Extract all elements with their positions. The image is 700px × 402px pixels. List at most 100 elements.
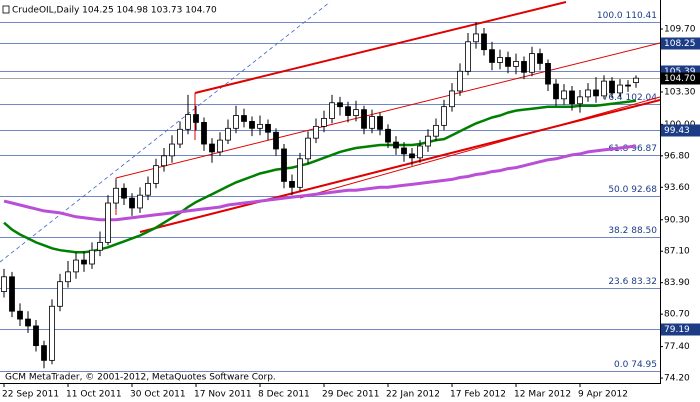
candle-body — [409, 153, 415, 159]
candle-body — [73, 259, 79, 273]
candle-body — [169, 143, 175, 157]
candle-body — [553, 83, 559, 100]
candle-body — [377, 116, 383, 130]
candle-body — [473, 33, 479, 43]
price-level-label: 108.25 — [664, 39, 696, 49]
candle-body — [617, 84, 623, 94]
x-tick-label: 22 Sep 2011 — [2, 390, 59, 400]
candle-body — [265, 123, 271, 133]
candle-body — [105, 202, 111, 243]
y-tick-label: 103.30 — [664, 87, 696, 97]
candle-body — [97, 241, 103, 251]
candle-body — [81, 259, 87, 265]
candle-body — [185, 114, 191, 130]
x-tick-label: 12 Mar 2012 — [514, 390, 571, 400]
y-tick-label: 93.60 — [664, 183, 690, 193]
candle-body — [289, 181, 295, 188]
x-tick-label: 11 Oct 2011 — [66, 390, 122, 400]
candle-body — [345, 106, 351, 116]
y-tick-label: 90.30 — [664, 215, 690, 225]
drawings — [0, 1, 661, 263]
candle-body — [33, 325, 39, 347]
candle-body — [89, 249, 95, 265]
fibonacci-label: 23.6 83.32 — [608, 277, 657, 287]
candle-body — [545, 63, 551, 85]
price-level-box — [661, 37, 700, 50]
candle-body — [369, 116, 375, 129]
footer: GCM MetaTrader, © 2001-2012, MetaQuotes … — [5, 373, 276, 383]
candle-body — [201, 122, 207, 145]
axis-layer: 109.70103.30100.0096.8093.6090.3087.1083… — [2, 25, 700, 400]
fibonacci-label: 38.2 88.50 — [608, 226, 657, 236]
x-tick-label: 29 Dec 2011 — [322, 390, 380, 400]
candle-body — [241, 115, 247, 122]
price-level-box — [661, 72, 700, 85]
chart-title: CrudeOIL,Daily 104.25 104.98 103.73 104.… — [12, 6, 217, 16]
x-tick-label: 30 Oct 2011 — [130, 390, 186, 400]
candle-body — [321, 118, 327, 127]
candle-body — [481, 33, 487, 51]
trend-line — [115, 42, 661, 179]
candle-body — [417, 145, 423, 159]
moving-average — [3, 99, 637, 254]
candle-body — [329, 102, 335, 119]
candle-body — [273, 131, 279, 150]
candles — [1, 22, 639, 369]
price-level-label: 79.19 — [664, 325, 690, 335]
candle-body — [161, 155, 167, 167]
y-tick-label: 87.10 — [664, 247, 690, 257]
x-tick-label: 17 Nov 2011 — [194, 390, 252, 400]
candle-body — [449, 90, 455, 108]
candle-body — [1, 276, 7, 292]
price-level-box — [661, 124, 700, 137]
candle-body — [489, 49, 495, 63]
candle-body — [257, 123, 263, 129]
price-level-label: 99.43 — [664, 126, 690, 136]
candle-body — [633, 77, 639, 83]
candle-body — [249, 121, 255, 129]
price-level-label: 105.39 — [664, 67, 696, 77]
x-tick-label: 8 Dec 2011 — [258, 390, 310, 400]
candle-body — [513, 61, 519, 67]
candle-body — [505, 57, 511, 67]
symbol-icon — [2, 5, 10, 14]
candle-body — [9, 276, 15, 312]
candle-body — [57, 281, 63, 307]
candle-body — [297, 158, 303, 188]
candle-body — [577, 96, 583, 105]
candle-body — [121, 187, 127, 199]
candle-body — [601, 80, 607, 97]
candle-body — [145, 182, 151, 196]
candle-body — [585, 89, 591, 98]
candle-body — [385, 128, 391, 143]
fibonacci-label: 100.0 110.41 — [597, 11, 657, 21]
candle-body — [593, 89, 599, 97]
candle-body — [361, 109, 367, 129]
candle-body — [193, 114, 199, 123]
y-tick-label: 77.40 — [664, 342, 690, 352]
x-tick-label: 22 Jan 2012 — [386, 390, 440, 400]
candle-body — [233, 115, 239, 129]
fibonacci-label: 61.8 96.87 — [608, 144, 657, 154]
trend-line — [194, 1, 567, 94]
candle-body — [113, 187, 119, 204]
y-tick-label: 74.20 — [664, 374, 690, 384]
price-level-label: 104.70 — [664, 74, 696, 84]
candle-body — [433, 124, 439, 137]
price-level-box — [661, 323, 700, 336]
candle-body — [537, 53, 543, 64]
candle-body — [41, 345, 47, 361]
candle-body — [529, 53, 535, 73]
candle-body — [65, 271, 71, 283]
y-tick-label: 80.70 — [664, 310, 690, 320]
candle-body — [393, 141, 399, 149]
candle-body — [569, 90, 575, 105]
candle-body — [281, 148, 287, 182]
candle-body — [353, 109, 359, 116]
candle-body — [425, 135, 431, 147]
candle-body — [625, 84, 631, 87]
trend-line — [299, 96, 661, 199]
dashed-trend-line — [0, 1, 331, 263]
